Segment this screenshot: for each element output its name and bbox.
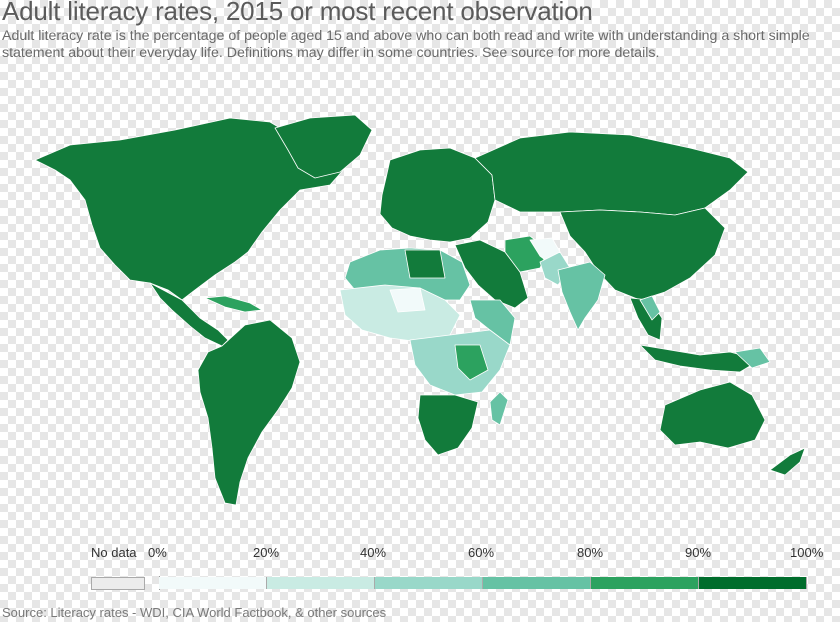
map-title: Adult literacy rates, 2015 or most recen…	[2, 0, 593, 26]
region-caribbean[interactable]	[204, 295, 263, 313]
region-greenland[interactable]	[274, 114, 373, 179]
region-indochina-mid[interactable]	[639, 295, 661, 321]
region-india[interactable]	[557, 261, 606, 331]
region-russia[interactable]	[474, 131, 749, 216]
legend-tick-60: 60%	[468, 545, 495, 560]
legend-color-scale	[159, 577, 807, 589]
region-papua[interactable]	[734, 347, 771, 369]
region-sahel-low[interactable]	[389, 287, 426, 313]
region-south-america[interactable]	[197, 319, 301, 506]
legend-tick-0: 0%	[148, 545, 167, 560]
legend-bin-60-80	[483, 577, 591, 589]
region-libya[interactable]	[404, 249, 446, 279]
region-east-africa[interactable]	[469, 299, 516, 346]
legend-no-data-swatch	[91, 577, 145, 590]
region-new-zealand[interactable]	[769, 447, 806, 476]
region-kenya-tanzania[interactable]	[454, 344, 489, 381]
legend-tick-20: 20%	[253, 545, 280, 560]
region-europe[interactable]	[379, 147, 496, 243]
legend-tick-80: 80%	[577, 545, 604, 560]
map-subtitle: Adult literacy rate is the percentage of…	[2, 28, 810, 61]
legend-bin-80-90	[591, 577, 699, 589]
legend-tick-40: 40%	[360, 545, 387, 560]
region-east-asia[interactable]	[559, 207, 726, 301]
legend-no-data-label: No data	[91, 545, 137, 560]
region-australia[interactable]	[659, 381, 766, 449]
region-madagascar[interactable]	[489, 391, 509, 426]
region-middle-east[interactable]	[454, 239, 529, 309]
legend-bin-90-100	[699, 577, 807, 589]
region-north-america[interactable]	[34, 117, 346, 301]
legend-tick-90: 90%	[685, 545, 712, 560]
legend-bin-20-40	[267, 577, 375, 589]
legend-tick-100: 100%	[790, 545, 824, 560]
legend-bin-40-60	[375, 577, 483, 589]
source-note: Source: Literacy rates - WDI, CIA World …	[2, 605, 387, 620]
legend-bin-0-20	[159, 577, 267, 589]
region-southern-africa[interactable]	[417, 394, 479, 456]
